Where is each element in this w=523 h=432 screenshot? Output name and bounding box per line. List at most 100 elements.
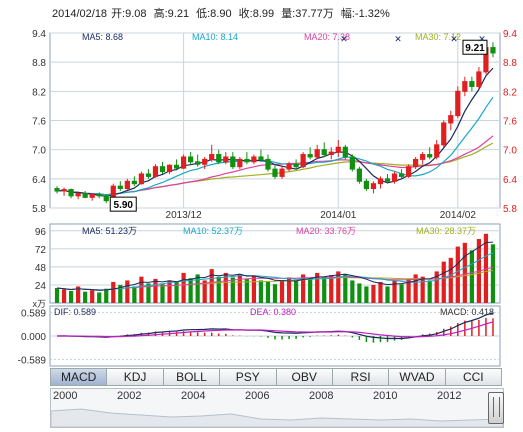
tab-cci[interactable]: CCI <box>444 368 502 386</box>
candle-body <box>117 185 123 190</box>
volume-bar <box>188 278 193 303</box>
volume-bar <box>490 244 496 303</box>
price-y-tick-right: 9.4 <box>503 29 517 40</box>
candle-body <box>131 180 137 185</box>
volume-bar <box>181 272 186 303</box>
volume-bar <box>315 272 320 303</box>
volume-bar <box>371 284 376 303</box>
candle-body <box>237 158 243 168</box>
volume-ma5-line <box>56 241 494 291</box>
tab-rsi[interactable]: RSI <box>331 368 389 386</box>
macd-y-tick: 0.589 <box>21 308 46 319</box>
candle-body <box>258 156 264 160</box>
event-marker-icon: ✕ <box>478 34 486 44</box>
tab-macd[interactable]: MACD <box>50 368 107 386</box>
volume-bar <box>350 280 355 303</box>
volume-bar <box>483 233 489 303</box>
volume-bar <box>357 283 362 303</box>
volume-bar <box>132 286 137 303</box>
volume-bar <box>272 284 278 303</box>
volume-bar <box>293 281 299 303</box>
quote-low: 低:8.90 <box>196 8 232 20</box>
volume-bar <box>202 280 207 303</box>
price-legend-ma5: MA5: 8.68 <box>82 32 123 42</box>
candle-body <box>96 193 102 197</box>
price-y-tick-left: 8.8 <box>32 58 46 69</box>
volume-bar <box>83 291 88 303</box>
candle-body <box>448 115 454 124</box>
candle-body <box>103 195 109 202</box>
candle-body <box>188 156 194 163</box>
candle-body <box>152 166 159 177</box>
history-navigator[interactable]: 2000 2002 2004 2006 2008 2010 2012 <box>50 388 504 428</box>
quote-change: 幅:-1.32% <box>340 8 390 20</box>
history-year-label: 2012 <box>437 390 462 402</box>
candle-body <box>490 47 496 54</box>
volume-unit-label: x万 <box>32 299 46 309</box>
quote-header: 2014/02/18 开:9.08 高:9.21 低:8.90 收:8.99 量:… <box>52 5 394 21</box>
volume-bar <box>125 280 130 303</box>
candle-body <box>476 71 482 87</box>
price-y-tick-right: 7.0 <box>503 146 517 157</box>
candle-body <box>244 158 250 163</box>
candle-body <box>216 154 222 163</box>
event-marker-icon: ✕ <box>340 34 348 44</box>
candle-body <box>420 154 426 160</box>
tab-kdj[interactable]: KDJ <box>106 368 163 386</box>
history-sparkline <box>51 408 503 427</box>
candle-body <box>342 146 348 158</box>
tab-obv[interactable]: OBV <box>275 368 332 386</box>
history-range-handle[interactable] <box>488 392 504 424</box>
history-year-label: 2006 <box>245 390 270 402</box>
volume-y-tick: 72 <box>35 245 47 256</box>
volume-bar <box>286 277 292 303</box>
volume-bar <box>111 281 116 303</box>
candle-body <box>405 166 412 177</box>
candle-body <box>321 149 327 156</box>
volume-bar <box>427 280 432 303</box>
volume-bar <box>343 274 348 303</box>
candle-body <box>159 166 166 173</box>
volume-bar <box>258 280 264 303</box>
candle-body <box>356 168 362 182</box>
volume-bar <box>118 284 123 303</box>
tab-boll[interactable]: BOLL <box>162 368 220 386</box>
candle-body <box>195 161 201 165</box>
volume-bar <box>413 274 418 303</box>
tab-wvad[interactable]: WVAD <box>388 368 445 386</box>
candle-body <box>293 163 299 168</box>
price-y-tick-left: 7.6 <box>32 117 46 128</box>
price-y-tick-left: 6.4 <box>32 175 46 186</box>
price-ma10-line <box>56 96 494 196</box>
history-year-label: 2002 <box>117 390 142 402</box>
volume-legend-ma10: MA10: 52.37万 <box>183 226 243 236</box>
price-y-tick-right: 8.8 <box>503 58 517 69</box>
price-x-tick: 2014/02 <box>440 210 477 221</box>
volume-bar <box>153 278 158 303</box>
tab-psy[interactable]: PSY <box>219 368 276 386</box>
candle-body <box>377 178 384 185</box>
volume-bar <box>434 271 439 303</box>
candle-body <box>202 158 208 165</box>
volume-bar <box>61 289 67 303</box>
candle-body <box>89 193 95 198</box>
candle-body <box>230 156 236 168</box>
volume-bar <box>385 286 390 303</box>
volume-bar <box>279 280 285 303</box>
macd-y-tick: 0.000 <box>21 332 46 343</box>
candle-body <box>370 183 377 190</box>
candle-body <box>335 146 341 153</box>
candle-body <box>434 144 440 158</box>
volume-legend-ma5: MA5: 51.23万 <box>82 226 137 236</box>
volume-bar <box>174 281 179 303</box>
chart-canvas[interactable]: 9.4 9.4 8.8 8.8 8.2 8.2 7.6 7.6 7.0 7.0 6.4 6.4 5.8 5… <box>0 0 523 370</box>
price-y-tick-right: 8.2 <box>503 87 517 98</box>
volume-bar <box>378 281 383 303</box>
volume-bar <box>392 280 397 303</box>
candle-body <box>469 81 475 87</box>
candle-body <box>328 151 334 156</box>
volume-bar <box>244 278 249 303</box>
price-y-tick-right: 7.6 <box>503 117 517 128</box>
candle-body <box>384 178 391 182</box>
candle-body <box>138 173 145 185</box>
